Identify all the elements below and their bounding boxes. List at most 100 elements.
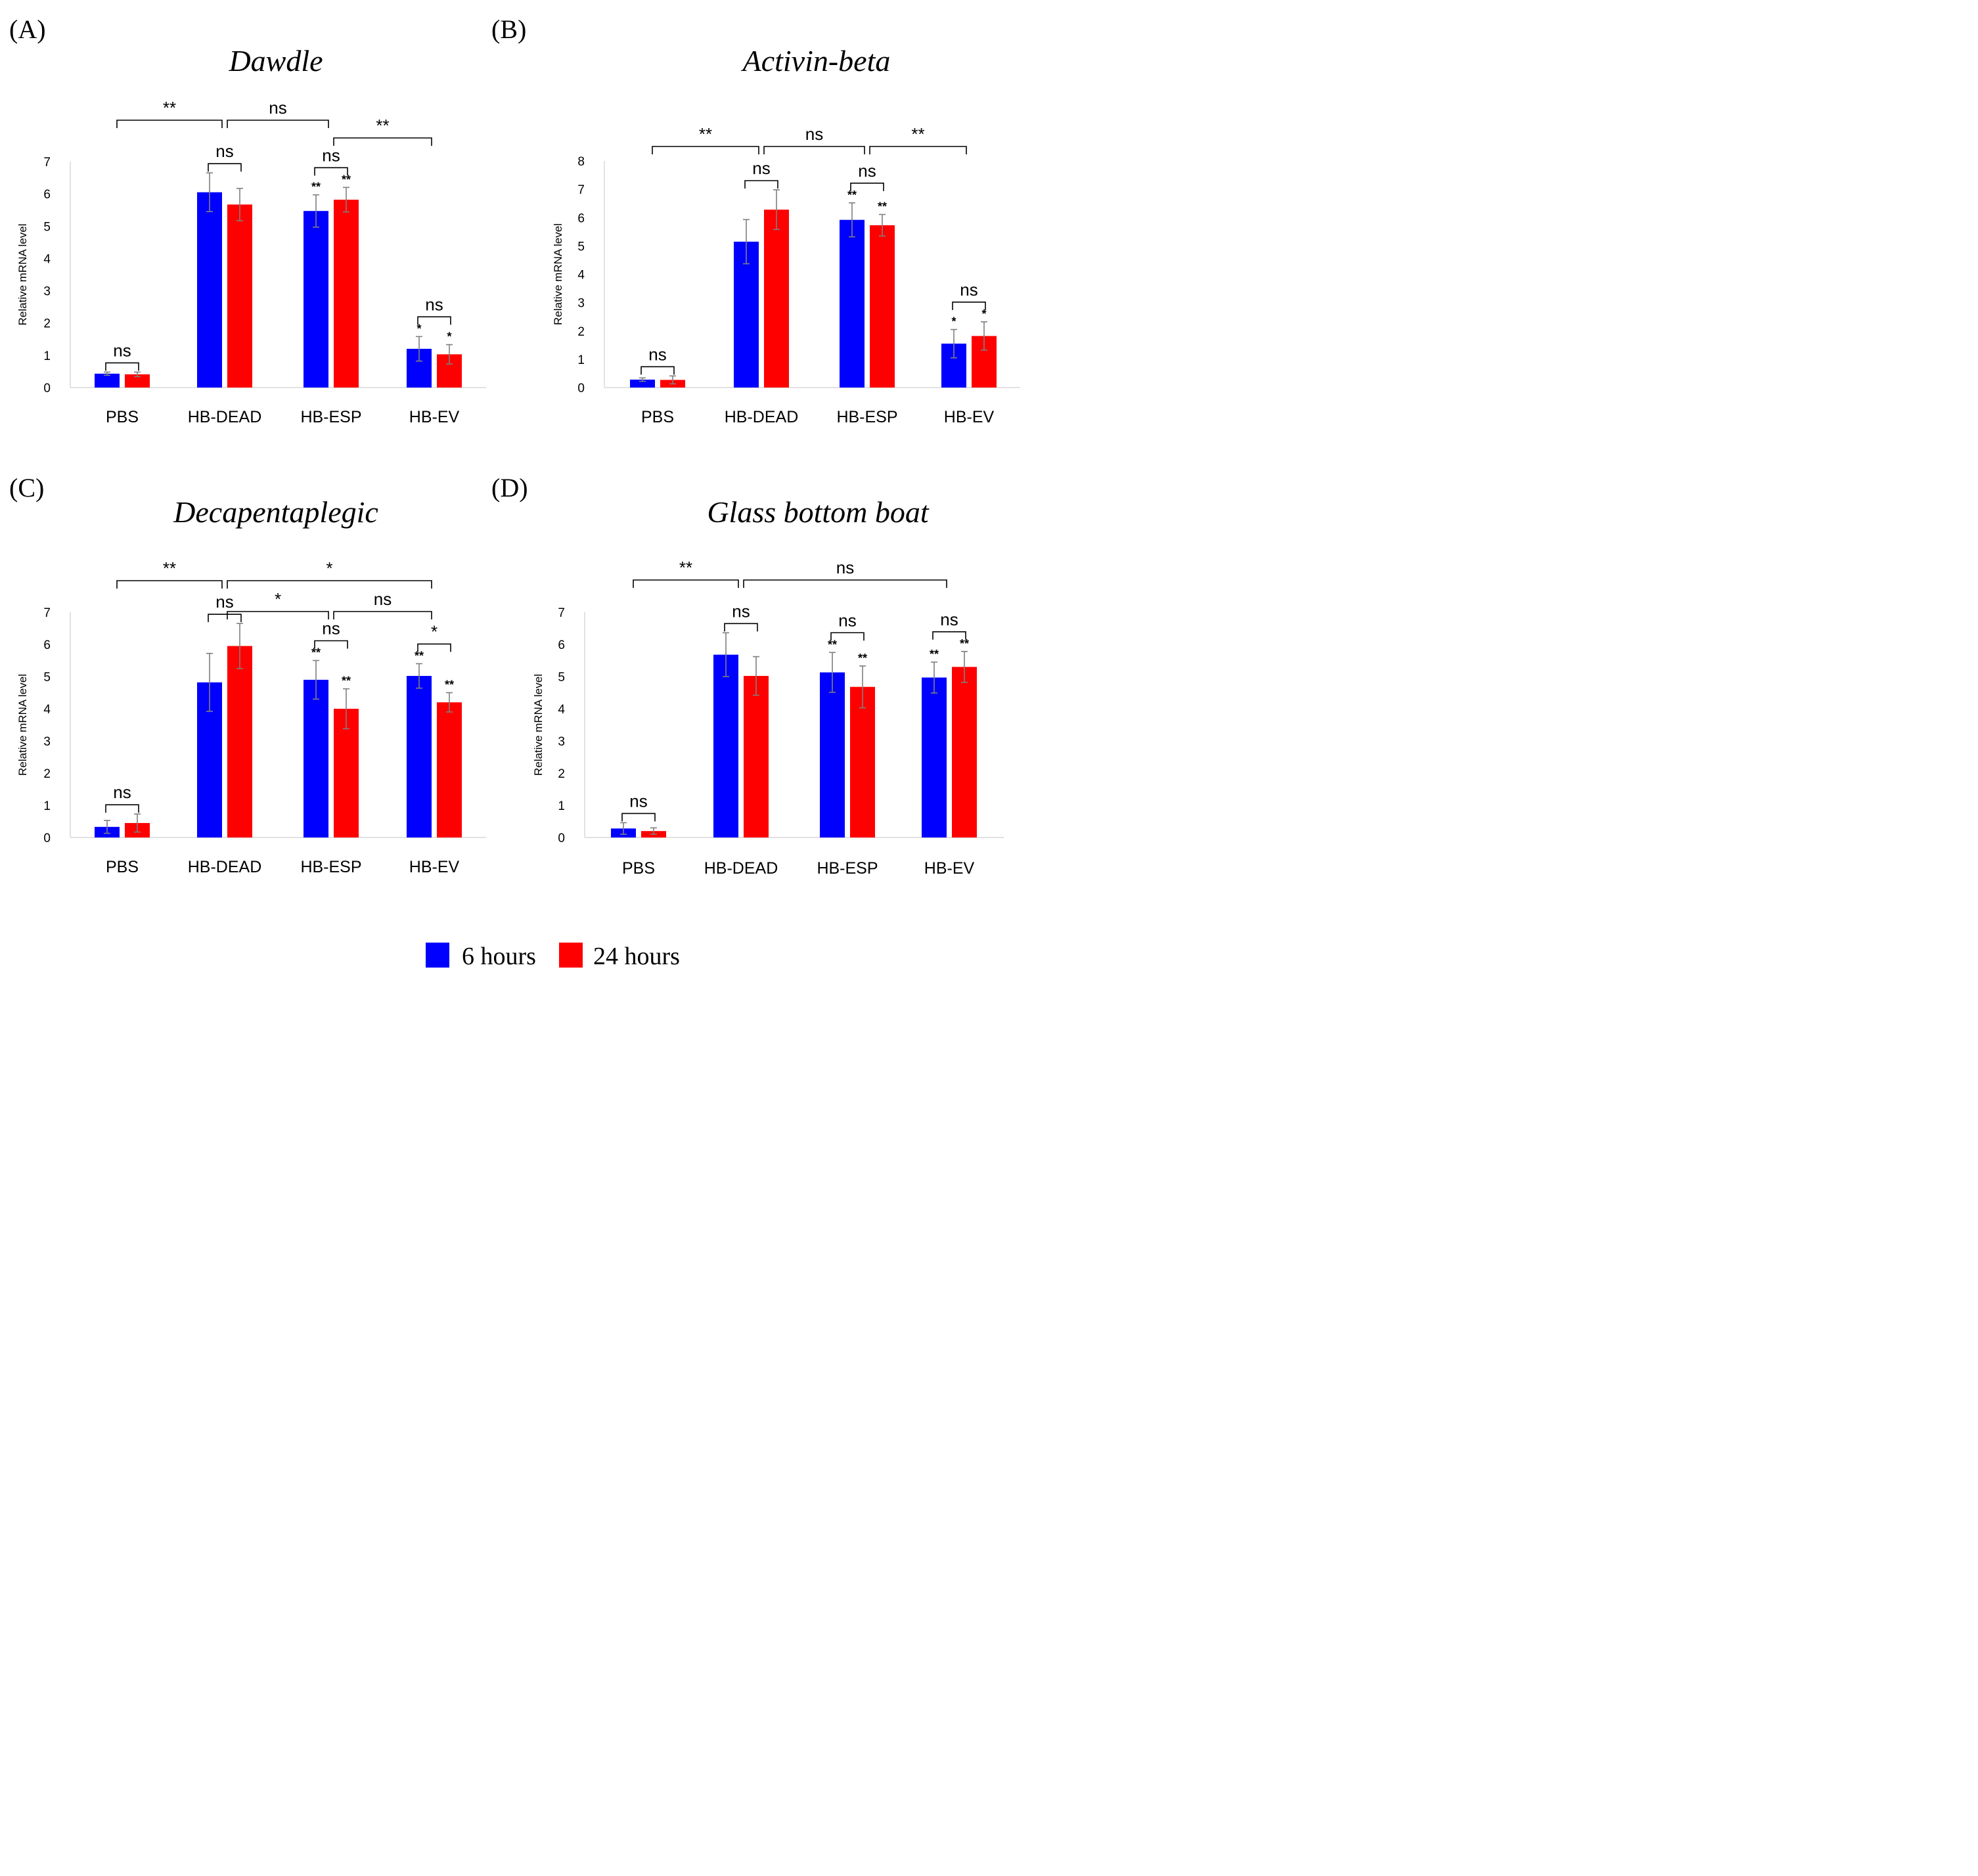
y-tick-label: 7 [577,183,585,197]
within-group-bracket [932,631,966,640]
panel-label: (B) [491,14,526,44]
within-group-label: ns [732,601,750,621]
y-tick-label: 7 [558,606,565,620]
y-tick-label: 5 [577,240,585,254]
within-group-label: ns [215,141,233,161]
significance-mark: ** [930,648,939,661]
bar-6h-hb-ev [922,677,947,838]
bar-6h-hb-dead [713,654,738,838]
x-category-label: PBS [622,859,655,878]
x-category-label: HB-EV [409,408,460,426]
within-group-label: ns [322,145,340,165]
significance-mark: ** [311,646,321,659]
y-tick-label: 2 [558,767,565,781]
significance-mark: ** [828,638,837,651]
y-tick-label: 0 [558,832,565,845]
y-tick-label: 5 [43,220,51,234]
legend: 6 hours 24 hours [426,943,680,970]
y-tick-label: 6 [577,212,585,225]
y-tick-label: 0 [43,382,51,395]
figure: (A) Dawdle Relative mRNA level 0 1 2 3 4 5 6 7 ** **… [0,0,1027,974]
between-group-label: ** [376,116,389,135]
bar-24h-hb-esp [870,225,895,388]
between-group-label: ** [679,558,692,577]
within-group-bracket [850,183,884,191]
y-tick-label: 4 [577,269,585,282]
legend-swatch [559,943,583,968]
between-group-bracket [116,580,223,589]
between-group-label: ns [374,589,392,609]
between-group-bracket [633,579,739,588]
significance-mark: * [981,307,986,321]
within-group-label: ns [113,340,131,360]
y-tick-label: 7 [43,606,51,620]
between-group-label: ** [911,124,924,144]
within-group-label: ns [752,158,770,178]
significance-mark: ** [415,649,424,662]
between-group-label: ** [699,124,712,144]
y-tick-label: 6 [43,188,51,202]
y-axis-label: Relative mRNA level [532,674,545,776]
between-group-bracket [227,611,329,619]
within-group-bracket [641,366,675,375]
y-tick-label: 3 [43,285,51,299]
x-category-label: HB-EV [944,408,995,426]
y-tick-label: 5 [43,671,51,684]
bar-6h-hb-ev [407,676,432,838]
y-tick-label: 2 [43,767,51,781]
x-category-label: HB-DEAD [704,859,778,878]
within-group-bracket [830,632,865,641]
within-group-bracket [314,640,348,649]
between-group-bracket [652,146,759,154]
significance-mark: * [447,330,451,344]
bar-24h-hb-esp [334,199,359,388]
between-group-bracket [869,146,967,154]
between-group-bracket [743,579,947,588]
bar-6h-pbs [95,373,120,388]
bar-24h-hb-dead [744,676,769,838]
between-group-label: * [275,589,281,609]
between-group-label: ns [836,558,854,577]
bar-6h-hb-dead [197,192,222,388]
bar-24h-pbs [125,374,150,388]
significance-mark: ** [311,181,321,194]
bar-24h-hb-dead [227,646,252,838]
legend-swatch [426,943,449,968]
within-group-bracket [417,643,451,652]
between-group-label: ** [163,558,176,578]
within-group-label: ns [215,592,233,612]
between-group-label: ns [805,124,823,144]
within-group-bracket [314,167,348,176]
between-group-bracket [116,120,223,128]
within-group-bracket [952,302,986,310]
bar-24h-hb-esp [850,686,875,838]
y-tick-label: 4 [43,252,51,266]
within-group-label: ns [113,782,131,802]
bar-6h-pbs [630,379,655,388]
significance-mark: ** [858,652,867,665]
x-category-label: HB-DEAD [188,858,262,876]
y-tick-label: 3 [577,297,585,311]
x-category-label: HB-DEAD [188,408,262,426]
chart-title: Activin-beta [741,44,891,78]
panel-label: (D) [491,473,528,502]
y-tick-label: 3 [43,735,51,749]
bar-24h-hb-esp [334,709,359,838]
chart-panel-c: (C) Decapentaplegic Relative mRNA level 0 1 2… [9,473,486,876]
within-group-label: * [431,621,438,641]
bar-24h-hb-dead [227,204,252,388]
x-category-label: HB-DEAD [725,408,799,426]
y-tick-label: 0 [577,382,585,395]
x-category-label: PBS [641,408,674,426]
y-tick-label: 1 [43,349,51,363]
between-group-bracket [227,120,329,128]
y-tick-label: 2 [43,317,51,331]
x-category-label: PBS [106,858,139,876]
y-axis-label: Relative mRNA level [16,674,29,776]
within-group-label: ns [838,610,856,630]
significance-mark: ** [342,675,351,688]
significance-mark: ** [878,200,887,213]
within-group-label: ns [629,791,647,811]
y-axis-label: Relative mRNA level [16,224,29,326]
